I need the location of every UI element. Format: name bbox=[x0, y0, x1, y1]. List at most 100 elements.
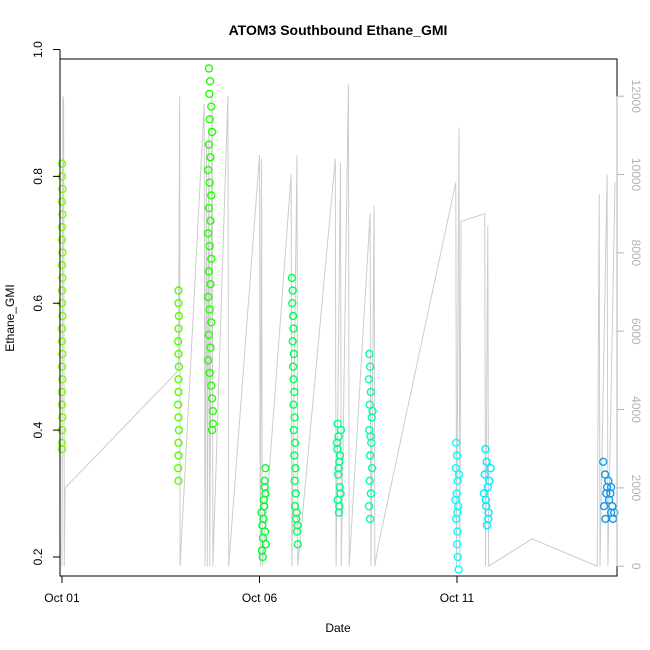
data-point bbox=[288, 311, 298, 321]
data-point bbox=[601, 514, 610, 524]
data-point bbox=[204, 140, 214, 149]
axes-layer: Oct 01 Oct 06 Oct 11 0.2 0.4 0.6 0.8 1.0 0 2000 40… bbox=[31, 41, 643, 605]
data-point bbox=[290, 438, 300, 447]
data-point bbox=[289, 400, 298, 409]
data-point bbox=[174, 311, 184, 321]
data-point bbox=[174, 413, 183, 422]
y-tick-label: 0.6 bbox=[31, 295, 45, 312]
data-point bbox=[208, 406, 218, 416]
data-point bbox=[451, 464, 460, 473]
data-point bbox=[260, 483, 269, 492]
data-point bbox=[481, 444, 490, 454]
data-point bbox=[205, 89, 214, 99]
data-point bbox=[485, 476, 494, 485]
data-point bbox=[260, 527, 270, 536]
data-point bbox=[58, 248, 67, 257]
data-point bbox=[207, 127, 217, 137]
data-point bbox=[336, 425, 346, 435]
data-point bbox=[203, 165, 213, 175]
data-point bbox=[364, 502, 374, 511]
data-point bbox=[57, 362, 67, 371]
x-axis-label: Date bbox=[325, 621, 351, 635]
data-point bbox=[205, 178, 214, 187]
data-point bbox=[289, 349, 299, 359]
data-point bbox=[366, 387, 376, 397]
y-tick-label: 1.0 bbox=[31, 41, 45, 58]
data-point bbox=[57, 286, 67, 295]
data-point bbox=[204, 330, 214, 340]
data-point bbox=[206, 280, 215, 289]
series-6 bbox=[332, 419, 346, 517]
data-point bbox=[289, 425, 299, 435]
data-point bbox=[367, 464, 377, 473]
data-point bbox=[482, 502, 491, 511]
x-tick-label: Oct 06 bbox=[242, 591, 278, 605]
data-point bbox=[206, 216, 215, 226]
data-point bbox=[291, 464, 300, 473]
data-point bbox=[206, 343, 215, 352]
data-point bbox=[288, 362, 298, 371]
y2-tick-label: 8000 bbox=[629, 240, 643, 267]
y2-tick-label: 10000 bbox=[629, 158, 643, 192]
data-point bbox=[290, 476, 299, 485]
data-point bbox=[366, 489, 376, 498]
data-point bbox=[289, 375, 298, 384]
y-tick-label: 0.4 bbox=[31, 421, 45, 438]
data-point bbox=[204, 203, 214, 213]
data-point bbox=[206, 153, 215, 162]
data-point bbox=[203, 356, 213, 365]
data-point bbox=[207, 191, 216, 200]
data-point bbox=[57, 324, 67, 333]
overlay-line bbox=[61, 84, 616, 568]
chart-title: ATOM3 Southbound Ethane_GMI bbox=[229, 22, 448, 38]
data-point bbox=[290, 413, 299, 422]
data-point bbox=[58, 273, 67, 283]
data-point bbox=[287, 273, 297, 283]
series-4 bbox=[257, 464, 270, 562]
data-point bbox=[292, 508, 301, 517]
data-point bbox=[174, 425, 184, 435]
y2-tick-label: 6000 bbox=[629, 318, 643, 345]
y-axis-label: Ethane_GMI bbox=[3, 284, 17, 351]
data-point bbox=[486, 464, 495, 473]
data-point bbox=[480, 470, 489, 479]
data-point bbox=[58, 311, 67, 321]
data-point bbox=[174, 451, 183, 460]
x-tick-label: Oct 11 bbox=[440, 591, 475, 605]
data-point bbox=[599, 457, 608, 466]
data-point bbox=[293, 521, 302, 530]
data-point bbox=[288, 286, 297, 295]
data-point bbox=[205, 115, 214, 124]
y2-tick-label: 0 bbox=[629, 563, 643, 570]
data-point bbox=[451, 495, 460, 505]
data-point bbox=[173, 464, 183, 473]
series-layer bbox=[57, 64, 619, 574]
data-point bbox=[452, 438, 461, 447]
y2-tick-label: 2000 bbox=[629, 475, 643, 502]
data-point bbox=[261, 540, 270, 549]
data-point bbox=[207, 254, 216, 263]
x-tick-label: Oct 01 bbox=[44, 591, 80, 605]
data-point bbox=[205, 305, 214, 314]
data-point bbox=[606, 483, 616, 492]
data-point bbox=[204, 267, 214, 276]
data-point bbox=[335, 502, 344, 511]
data-point bbox=[57, 387, 67, 397]
overlay-layer bbox=[61, 84, 616, 568]
y2-tick-label: 12000 bbox=[629, 80, 643, 114]
data-point bbox=[174, 362, 184, 371]
data-point bbox=[293, 540, 302, 549]
data-point bbox=[203, 292, 213, 302]
data-point bbox=[454, 565, 463, 574]
data-point bbox=[453, 508, 462, 517]
data-point bbox=[205, 76, 215, 86]
data-point bbox=[288, 299, 297, 308]
data-point bbox=[58, 184, 67, 194]
y-tick-label: 0.2 bbox=[31, 548, 45, 565]
data-point bbox=[207, 381, 216, 390]
data-point bbox=[335, 451, 345, 460]
data-point bbox=[173, 337, 183, 346]
data-point bbox=[291, 489, 300, 498]
series-2 bbox=[173, 286, 184, 485]
data-point bbox=[602, 489, 611, 498]
